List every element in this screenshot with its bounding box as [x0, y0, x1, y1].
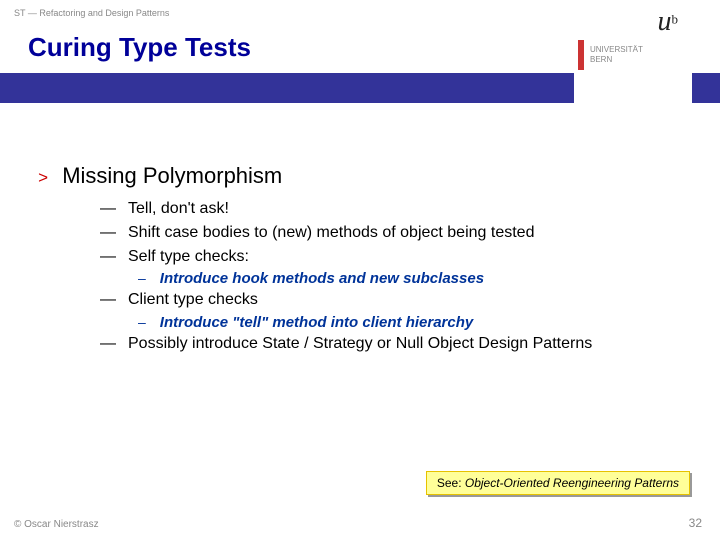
dash-icon: —: [100, 248, 118, 266]
dash-icon: —: [100, 335, 118, 353]
dash-icon: —: [100, 200, 118, 218]
subsub-bullet: – Introduce hook methods and new subclas…: [138, 270, 690, 287]
slide-body: > Missing Polymorphism — Tell, don't ask…: [0, 103, 720, 355]
logo-u-icon: ub: [582, 6, 684, 38]
sub-bullet: — Client type checks: [100, 290, 690, 311]
ndash-icon: –: [138, 314, 146, 330]
see-reference-callout: See: Object-Oriented Reengineering Patte…: [426, 471, 690, 495]
sub-bullet: — Tell, don't ask!: [100, 199, 690, 220]
chevron-icon: >: [38, 170, 48, 189]
university-name: UNIVERSITÄT BERN: [590, 45, 643, 64]
sub-bullet: — Shift case bodies to (new) methods of …: [100, 223, 690, 244]
dash-icon: —: [100, 291, 118, 309]
dash-icon: —: [100, 224, 118, 242]
see-reference: Object-Oriented Reengineering Patterns: [465, 476, 679, 490]
sub-bullet: — Possibly introduce State / Strategy or…: [100, 334, 690, 355]
page-number: 32: [689, 516, 702, 530]
university-logo: ub UNIVERSITÄT BERN: [574, 0, 692, 108]
bullet-main-text: Missing Polymorphism: [62, 163, 282, 189]
logo-stripe-icon: [578, 40, 584, 70]
bullet-main: > Missing Polymorphism: [38, 163, 690, 189]
subsub-bullet: – Introduce "tell" method into client hi…: [138, 314, 690, 331]
ndash-icon: –: [138, 270, 146, 286]
sub-bullet: — Self type checks:: [100, 247, 690, 268]
copyright: © Oscar Nierstrasz: [14, 519, 99, 530]
see-label: See:: [437, 476, 465, 490]
